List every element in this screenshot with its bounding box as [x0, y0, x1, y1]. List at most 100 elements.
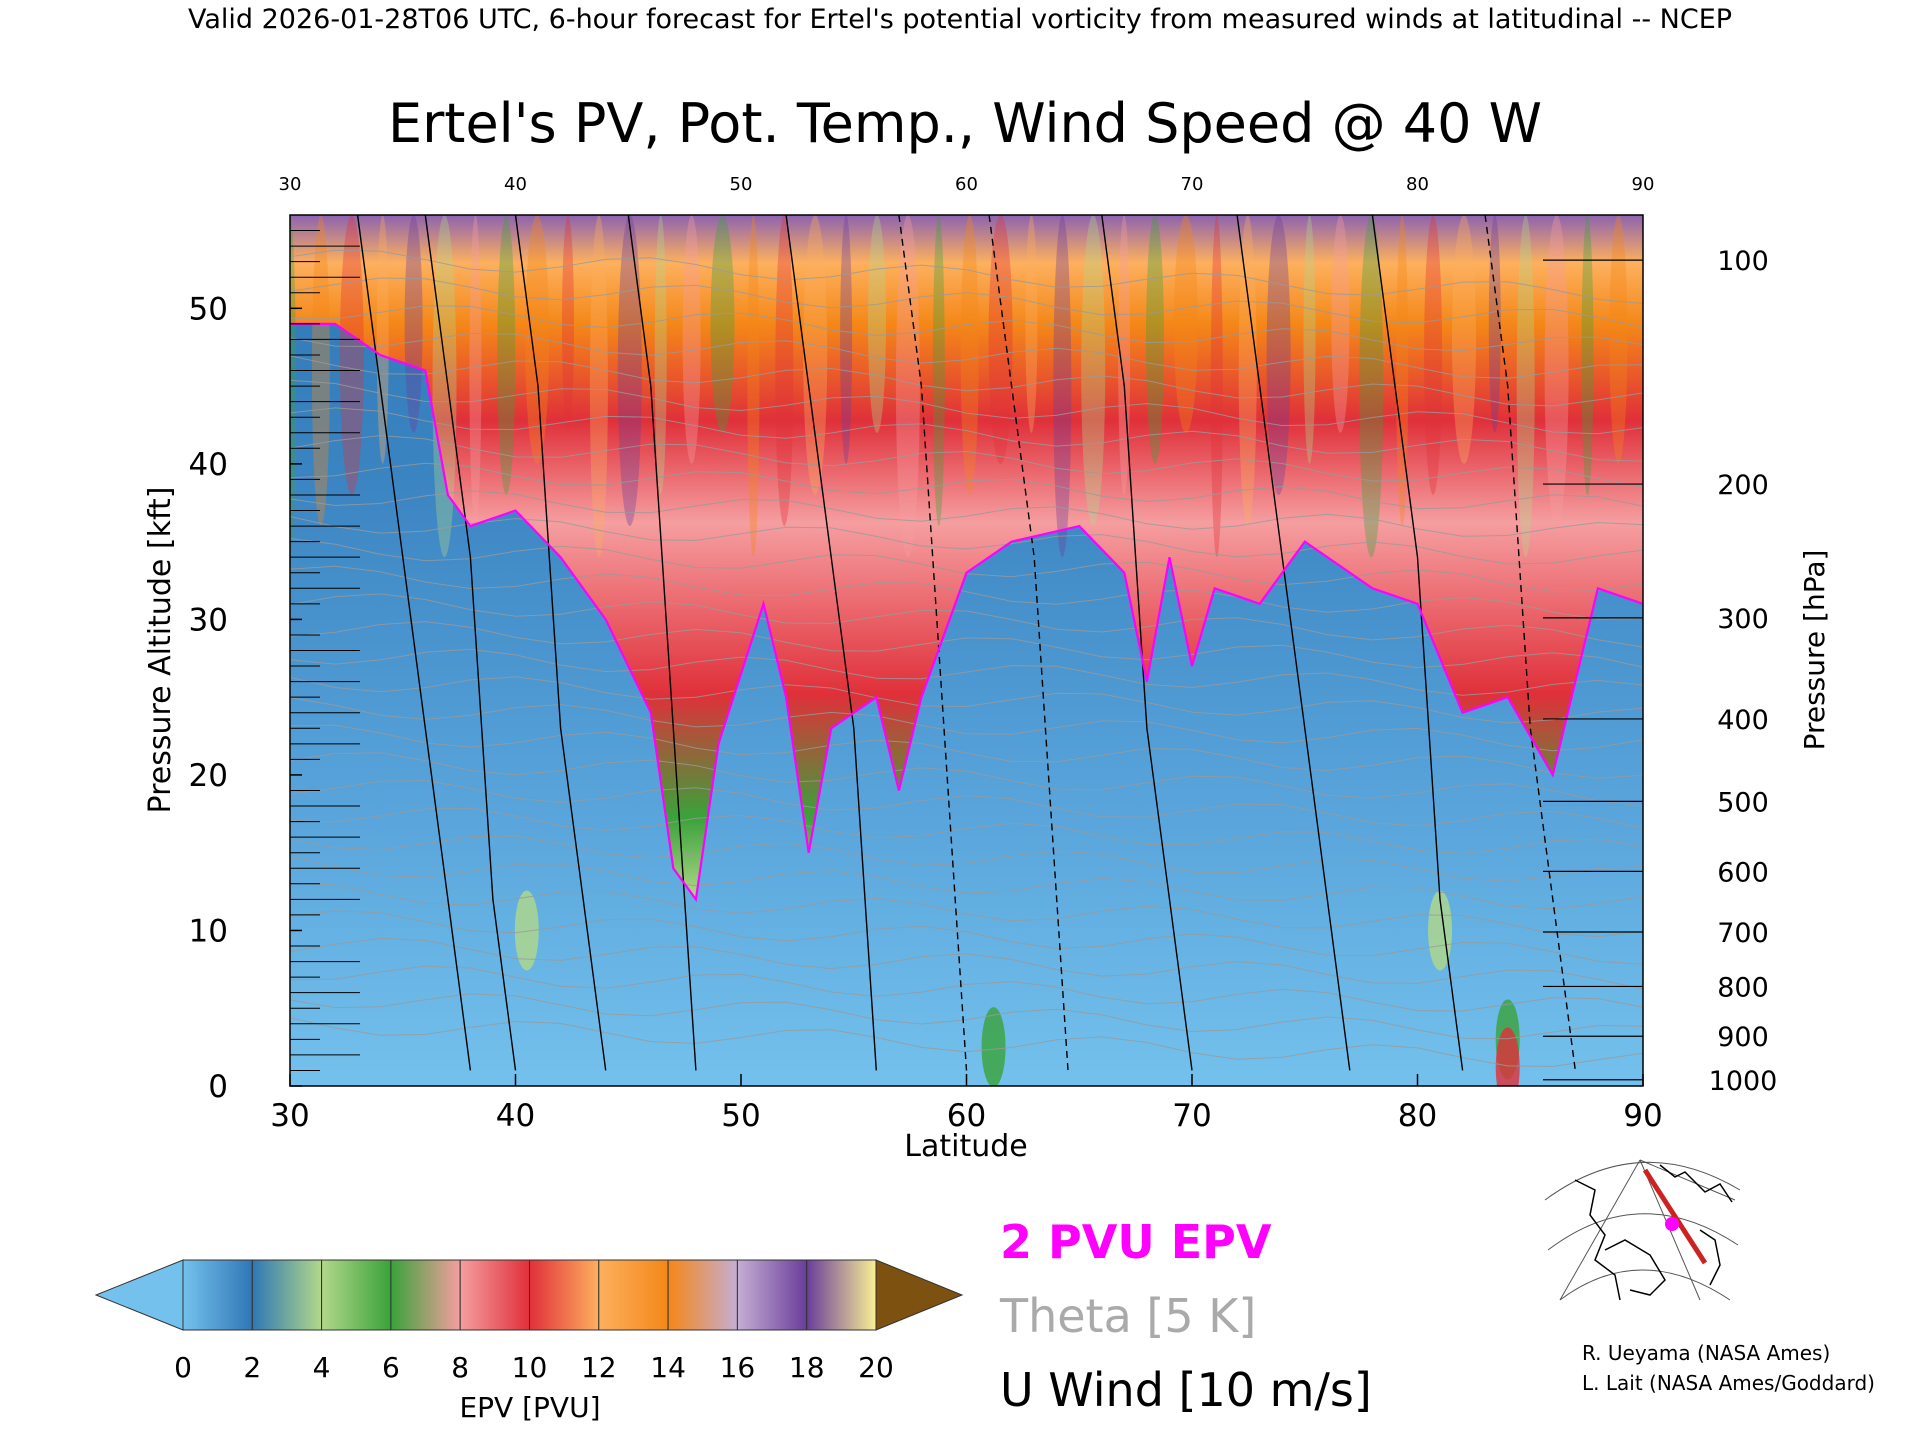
y-axis-label: Pressure Altitude [kft] — [143, 487, 178, 814]
pressure-tick-label: 1000 — [1709, 1066, 1778, 1097]
y-tick-label: 40 — [189, 447, 228, 483]
pv-streak — [1173, 215, 1198, 433]
y-tick-label: 0 — [208, 1069, 228, 1105]
credit-1: R. Ueyama (NASA Ames) — [1582, 1341, 1830, 1365]
theta-line — [290, 593, 1643, 648]
colorbar-segment — [390, 1259, 461, 1331]
u-wind-line — [1371, 215, 1464, 1071]
pv-streak — [1331, 215, 1350, 433]
pv-streak — [654, 215, 667, 495]
u-wind-line — [1236, 215, 1351, 1071]
pv-streak — [960, 215, 979, 495]
colorbar-over-arrow — [875, 1259, 964, 1331]
pressure-tick-label: 500 — [1717, 787, 1769, 818]
pv-streak — [1303, 215, 1316, 464]
pv-streak — [339, 215, 364, 495]
y-axis-left: 0 10 20 30 40 50 — [189, 230, 360, 1105]
credit-2: L. Lait (NASA Ames/Goddard) — [1582, 1371, 1875, 1395]
theta-line — [290, 910, 1643, 965]
colorbar-tick-label: 16 — [720, 1351, 756, 1384]
colorbar-tick-label: 20 — [858, 1351, 894, 1384]
u-wind-line — [424, 215, 517, 1071]
pressure-tick-label: 800 — [1717, 972, 1769, 1003]
x-top-tick-label: 70 — [1181, 174, 1204, 195]
pv-streak — [1266, 215, 1291, 495]
x-axis-top: 30 40 50 60 70 80 90 — [279, 174, 1655, 195]
theta-line — [290, 835, 1643, 882]
pv-streak — [469, 215, 482, 526]
theta-line — [290, 435, 1643, 488]
colorbar-tick-label: 10 — [512, 1351, 548, 1384]
theta-line — [290, 379, 1643, 435]
u-wind-line — [1101, 215, 1193, 1071]
theta-line — [290, 780, 1643, 829]
pressure-tick-label: 200 — [1717, 470, 1769, 501]
colorbar-tick-label: 0 — [174, 1351, 192, 1384]
u-wind-line — [627, 215, 697, 1071]
pv-streak — [840, 215, 853, 464]
pv-streak — [1581, 215, 1594, 495]
y2-axis-label: Pressure [hPa] — [1798, 550, 1831, 751]
y-tick-label: 10 — [189, 913, 228, 949]
y-tick-label: 30 — [189, 602, 228, 638]
colorbar-under-arrow — [94, 1259, 184, 1331]
pv-streak — [1081, 215, 1106, 526]
theta-line — [290, 724, 1643, 779]
pv-streak — [562, 215, 574, 433]
theta-line — [290, 516, 1643, 565]
colorbar-segment — [667, 1259, 738, 1331]
y-axis-right: 100 200 300 400 500 600 700 800 900 1000 — [1543, 246, 1777, 1097]
pv-streak — [710, 215, 735, 433]
u-wind-line — [514, 215, 607, 1071]
theta-line — [290, 993, 1643, 1040]
pv-streak — [868, 215, 886, 433]
pv-streak — [988, 215, 1013, 464]
theta-line — [290, 752, 1643, 807]
theta-line — [290, 621, 1643, 669]
theta-line — [290, 355, 1643, 407]
pressure-tick-label: 300 — [1717, 604, 1769, 635]
stratosphere-field — [290, 215, 1643, 900]
plot-area — [290, 215, 1643, 1086]
theta-line — [290, 490, 1643, 537]
pv-streak — [432, 215, 457, 558]
u-wind-line — [785, 215, 877, 1071]
theta-line — [290, 407, 1643, 462]
x-tick-label: 50 — [721, 1098, 760, 1134]
pv-streak — [589, 215, 608, 558]
colorbar-segment — [806, 1259, 877, 1331]
colorbar-tick-label: 8 — [451, 1351, 469, 1384]
theta-line — [290, 807, 1643, 855]
y-tick-label: 20 — [189, 758, 228, 794]
x-tick-label: 80 — [1398, 1098, 1437, 1134]
colorbar-segment — [459, 1259, 531, 1331]
pv-streak — [682, 215, 701, 464]
colorbar-tick-label: 6 — [382, 1351, 400, 1384]
colorbar-tick-label: 14 — [650, 1351, 686, 1384]
pressure-tick-label: 600 — [1717, 857, 1769, 888]
pv-streak — [525, 215, 550, 464]
pressure-tick-label: 100 — [1717, 246, 1769, 277]
x-tick-label: 40 — [496, 1098, 535, 1134]
x-top-tick-label: 50 — [730, 174, 753, 195]
colorbar-segment — [182, 1259, 253, 1331]
x-top-tick-label: 80 — [1406, 174, 1429, 195]
pv-streak — [1424, 215, 1443, 495]
x-tick-label: 30 — [270, 1098, 309, 1134]
pv-streak — [1544, 215, 1569, 526]
colorbar-tick-label: 2 — [243, 1351, 261, 1384]
theta-line — [290, 332, 1643, 379]
pv-streak — [1609, 215, 1628, 464]
x-axis-label: Latitude — [904, 1129, 1027, 1164]
x-tick-label: 70 — [1172, 1098, 1211, 1134]
colorbar-segment — [598, 1259, 669, 1331]
pv-streak — [1359, 215, 1384, 558]
colorbar-segment — [251, 1259, 323, 1331]
x-axis-bottom: 30 40 50 60 70 80 90 — [270, 1074, 1663, 1134]
pv-streak — [1238, 215, 1257, 526]
legend-theta: Theta [5 K] — [999, 1289, 1256, 1343]
pressure-tick-label: 700 — [1717, 918, 1769, 949]
theta-line — [290, 648, 1643, 696]
colorbar-tick-label: 18 — [789, 1351, 825, 1384]
theta-line — [290, 1017, 1643, 1067]
